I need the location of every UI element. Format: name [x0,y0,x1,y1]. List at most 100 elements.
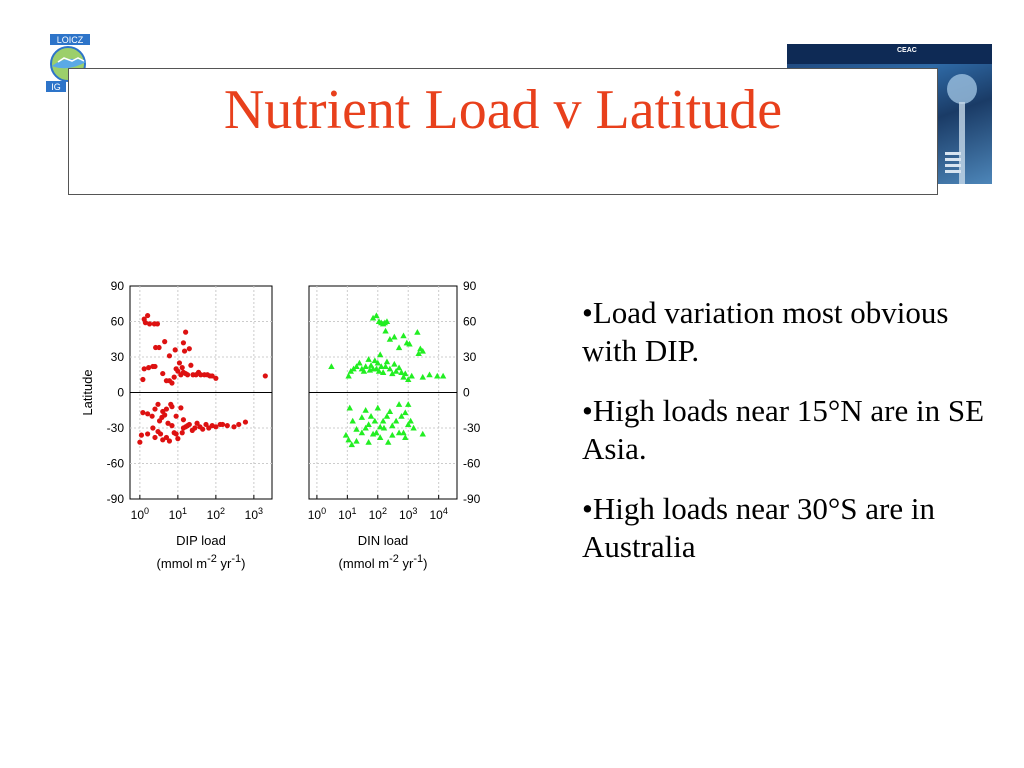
din-point [358,414,366,420]
din-point [415,350,422,357]
din-units-sup-2: -1 [413,553,423,565]
din-point [439,372,447,379]
din-point [382,327,389,334]
dip-panel: 90 60 30 0 -30 -60 -90 100 101 102 103 Latitude D… [80,279,273,571]
din-point [402,370,409,377]
dip-point [160,370,166,377]
dip-units-sup-2: -1 [231,553,241,565]
din-x-tick-label: 101 [338,506,356,522]
dip-point [155,401,161,407]
dip-units-sup-1: -2 [207,553,217,565]
dip-units-part-1: (mmol m [157,556,208,571]
dip-point [152,363,158,370]
din-point [379,369,387,375]
bullet-list: •Load variation most obvious with DIP. •… [582,294,1002,588]
logo-text-bottom: IG [51,82,61,92]
dip-point [140,376,146,383]
din-x-tick-label: 104 [429,506,447,522]
din-point [389,422,396,429]
dip-point [169,404,175,410]
dip-point [157,431,164,437]
bullet-item: •High loads near 15°N are in SE Asia. [582,393,985,466]
din-point [376,434,384,441]
din-point [342,431,350,438]
din-point [395,364,403,371]
dip-units-part-2: yr [217,556,232,571]
dip-gridlines [130,286,272,499]
din-point [385,439,392,445]
dip-point [162,339,168,345]
din-point [360,368,368,374]
dip-point [175,368,181,374]
slide-title: Nutrient Load v Latitude [223,79,783,141]
din-point [373,312,380,319]
din-point [328,363,335,370]
din-point [346,404,353,411]
dip-x-tick-label: 102 [207,506,225,522]
din-x-axis-units: (mmol m-2 yr-1) [339,553,428,571]
dip-point [172,347,178,353]
dip-point [175,436,181,442]
dip-point [183,329,189,335]
din-x-tick-label: 100 [308,506,326,522]
dip-point [163,406,170,412]
din-y-tick-label: -30 [463,421,481,435]
din-point [367,362,375,368]
din-point [391,333,398,340]
logo-text-top: LOICZ [57,35,84,45]
dip-point [178,405,184,411]
din-y-tick-label: -60 [463,457,481,471]
dip-point [145,431,151,437]
din-point [392,417,400,424]
din-point [419,430,426,437]
dip-points [137,312,268,445]
din-point [395,401,403,407]
din-point [380,424,388,431]
din-point [383,358,391,365]
din-x-tick-label: 102 [369,506,387,522]
din-point [400,373,407,380]
din-point [362,363,369,370]
din-point [389,370,396,377]
din-point [367,412,375,419]
dip-point [171,374,177,380]
dip-point [242,419,249,425]
dip-y-tick-label: -60 [107,457,125,471]
din-point [376,351,384,358]
din-point [382,363,389,370]
din-point [376,423,384,430]
dip-y-ticks: 90 60 30 0 -30 -60 -90 [107,279,125,506]
din-point [434,372,441,379]
din-point [362,424,369,431]
bullet-item: •High loads near 30°S are in Australia [582,491,935,564]
dip-point [141,366,147,372]
dip-y-tick-label: -90 [107,492,125,506]
dip-point [192,425,198,431]
din-units-part-2: yr [399,556,414,571]
din-point [374,404,381,411]
dip-point [186,421,192,428]
din-point [348,441,355,448]
dip-point [176,360,183,366]
din-point [353,437,360,444]
din-point [383,318,391,325]
din-point [395,344,403,351]
dip-y-tick-label: -30 [107,421,125,435]
din-point [405,376,412,383]
din-points [328,312,447,448]
din-point [398,412,405,419]
dip-point [146,365,152,371]
dip-point [194,420,200,426]
din-point [356,359,363,366]
din-panel: 90 60 30 0 -30 -60 -90 100 101 102 103 104 DIN loa… [308,279,481,571]
din-point [389,431,396,438]
dip-point [138,432,145,438]
din-point [371,417,379,424]
dip-point [236,421,242,428]
dip-y-tick-label: 60 [111,315,125,329]
din-point [402,434,409,441]
dip-point [213,375,219,381]
din-point [402,409,409,416]
din-point [371,357,379,364]
din-point [369,314,377,321]
